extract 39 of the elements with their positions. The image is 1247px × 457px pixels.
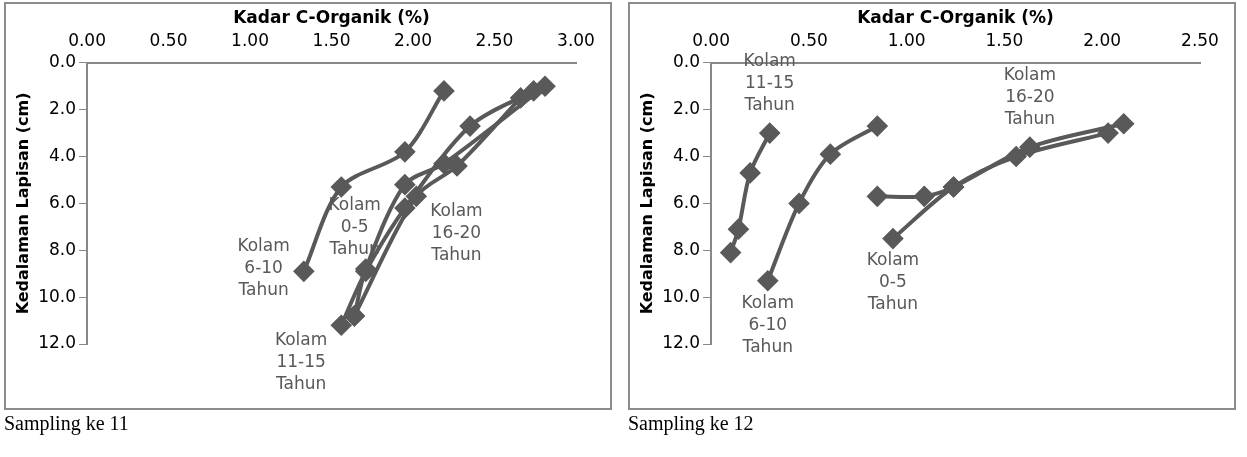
y-tick-label: 10.0: [662, 285, 701, 306]
series-label: Kolam 0-5 Tahun: [866, 249, 920, 314]
text: Sampling ke 12: [628, 412, 755, 435]
y-tick-label: 10.0: [38, 285, 77, 306]
x-tick-label: 1.00: [887, 30, 926, 51]
x-tick-label: 2.00: [394, 30, 432, 51]
y-tick-label: 12.0: [662, 332, 701, 353]
x-tick-label: 3.00: [557, 30, 595, 51]
y-axis-title: Kedalaman Lapisan (cm): [636, 92, 656, 315]
y-tick-label: 6.0: [673, 191, 701, 212]
y-tick-label: 8.0: [673, 238, 701, 259]
x-tick-label: 2.50: [475, 30, 514, 51]
x-tick-label: 1.00: [231, 30, 269, 51]
x-tick-label: 1.50: [312, 30, 351, 51]
x-tick-label: 0.50: [149, 30, 188, 51]
text: Sampling ke 11: [4, 412, 130, 435]
x-tick-label: 2.00: [1083, 30, 1122, 51]
y-tick-label: 4.0: [49, 144, 77, 165]
y-tick-label: 12.0: [38, 332, 77, 353]
x-tick-label: 0.50: [789, 30, 828, 51]
x-tick-label: 0.00: [68, 30, 106, 51]
y-tick-label: 2.0: [673, 98, 701, 119]
y-tick-label: 2.0: [49, 98, 77, 119]
series-label: Kolam 6-10 Tahun: [741, 291, 794, 356]
x-tick-label: 1.50: [985, 30, 1024, 51]
y-tick-label: 4.0: [673, 144, 701, 165]
x-tick-label: 0.00: [692, 30, 730, 51]
y-tick-label: 0.0: [49, 51, 77, 72]
y-tick-label: 6.0: [49, 191, 77, 212]
series-label: Kolam 11-15 Tahun: [274, 329, 328, 394]
x-axis-title: Kadar C-Organik (%): [233, 6, 430, 27]
y-axis-title: Kedalaman Lapisan (cm): [12, 92, 32, 315]
series-label: Kolam 16-20 Tahun: [430, 200, 483, 265]
series-label: Kolam 16-20 Tahun: [1003, 64, 1057, 129]
y-tick-label: 0.0: [673, 51, 701, 72]
y-tick-label: 8.0: [49, 238, 77, 259]
x-tick-label: 2.50: [1181, 30, 1219, 51]
x-axis-title: Kadar C-Organik (%): [857, 6, 1054, 27]
series-label: Kolam 6-10 Tahun: [237, 235, 290, 300]
